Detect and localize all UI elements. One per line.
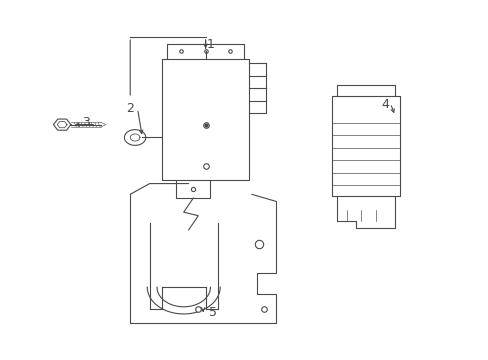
Text: 2: 2 xyxy=(126,102,134,115)
Text: 4: 4 xyxy=(381,99,388,112)
Text: 3: 3 xyxy=(82,116,90,129)
Text: 5: 5 xyxy=(208,306,217,319)
Text: 1: 1 xyxy=(206,38,214,51)
